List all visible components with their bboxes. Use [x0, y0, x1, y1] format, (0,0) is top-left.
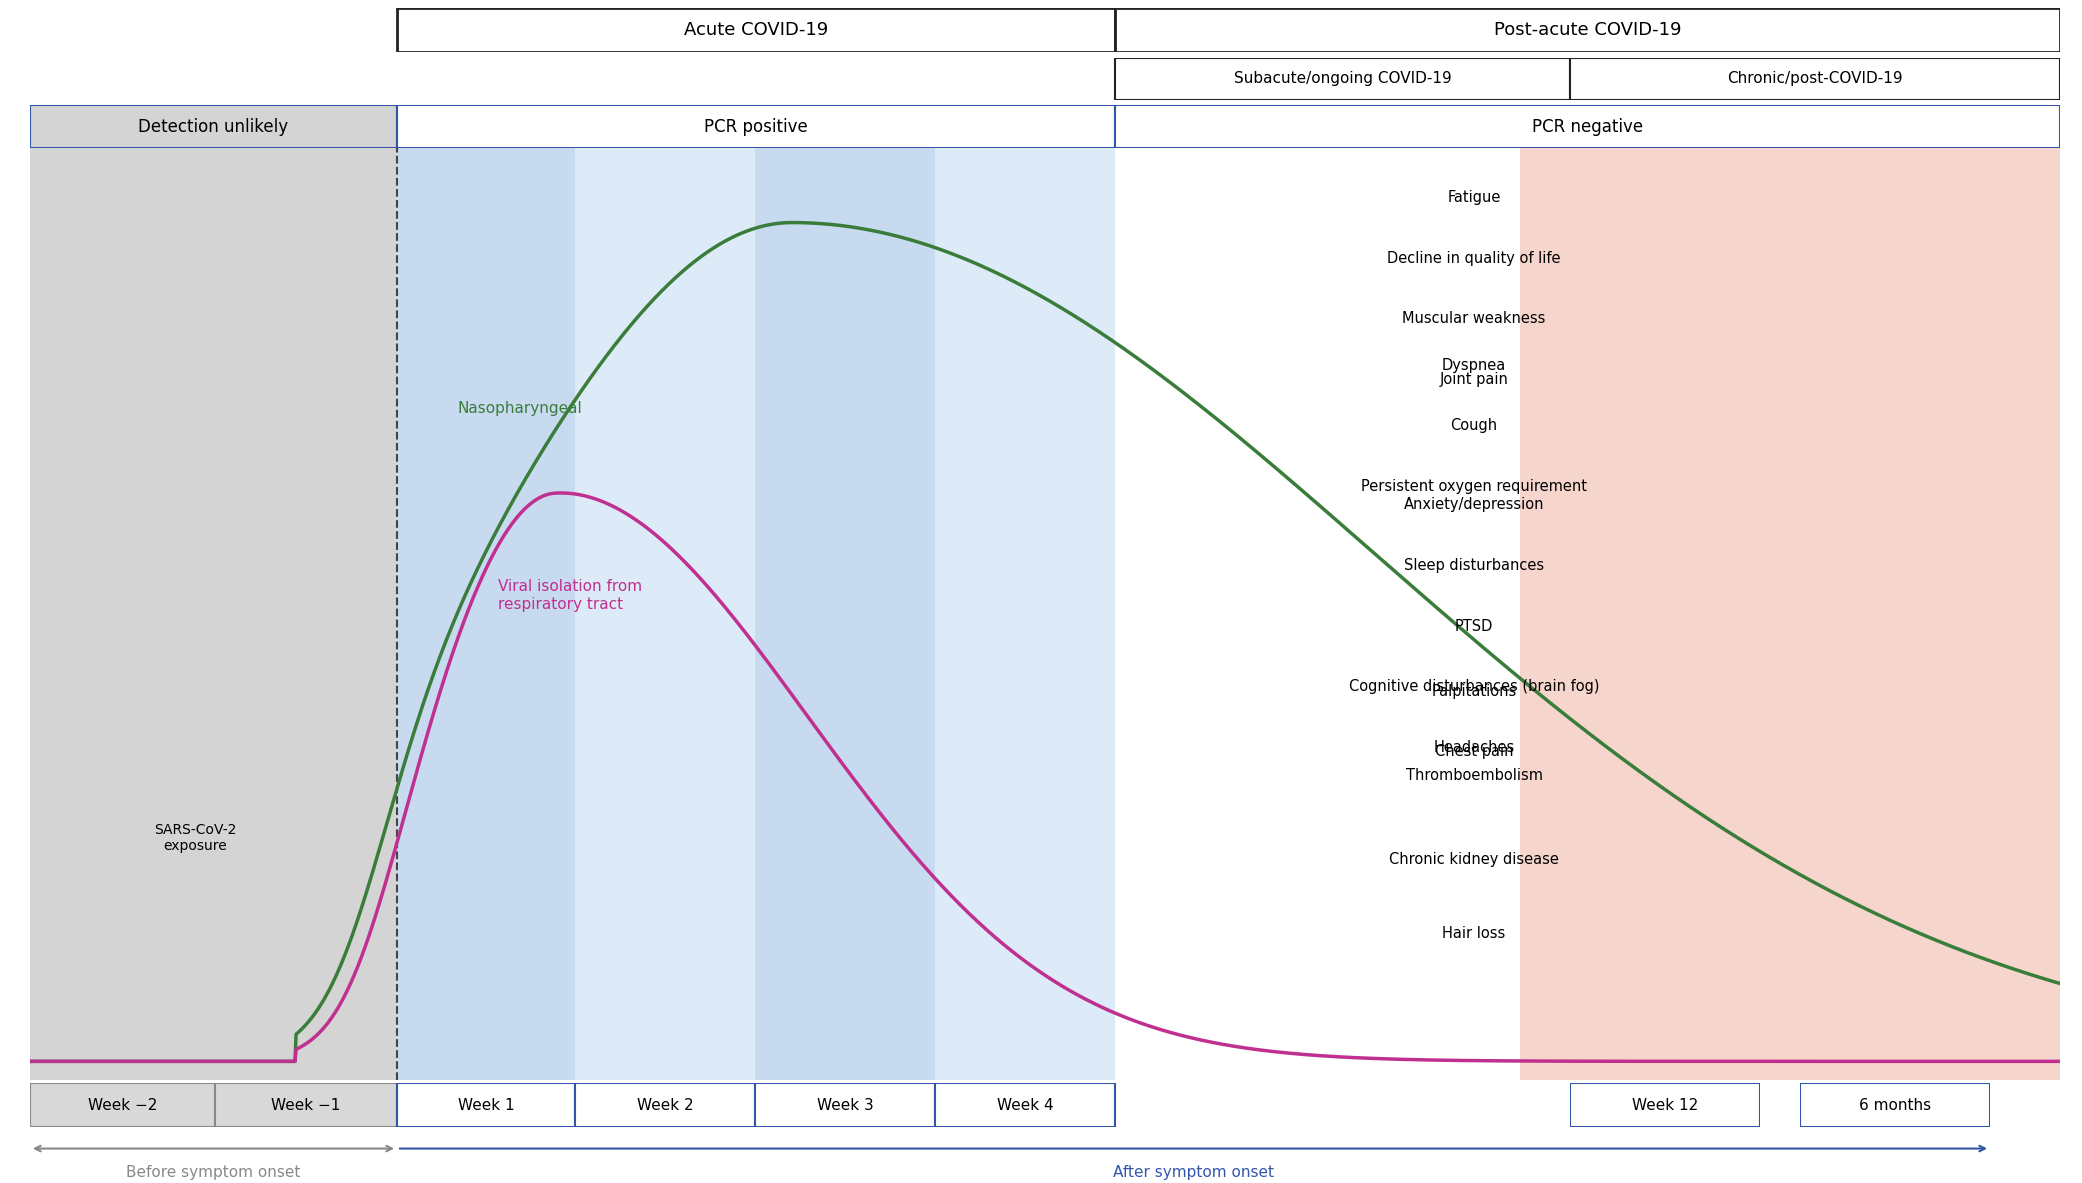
Text: Persistent oxygen requirement: Persistent oxygen requirement: [1362, 479, 1586, 493]
Text: 6 months: 6 months: [1859, 1098, 1932, 1112]
Text: Nasopharyngeal: Nasopharyngeal: [458, 401, 583, 416]
Text: Chest pain: Chest pain: [1434, 744, 1514, 759]
Text: Subacute/ongoing COVID-19: Subacute/ongoing COVID-19: [1235, 71, 1451, 86]
Bar: [214, 1082, 398, 1127]
Bar: [1116, 8, 2059, 52]
Text: Anxiety/depression: Anxiety/depression: [1403, 498, 1545, 512]
Bar: [935, 148, 1116, 1080]
Text: Week −1: Week −1: [271, 1098, 341, 1112]
Text: PTSD: PTSD: [1455, 619, 1493, 634]
Bar: [575, 148, 756, 1080]
Text: Week 3: Week 3: [816, 1098, 872, 1112]
Text: PCR negative: PCR negative: [1532, 117, 1643, 136]
Bar: [398, 1082, 575, 1127]
Text: Cognitive disturbances (brain fog): Cognitive disturbances (brain fog): [1349, 679, 1599, 694]
Bar: [398, 148, 575, 1080]
Text: Cough: Cough: [1451, 419, 1497, 433]
Text: Week 1: Week 1: [458, 1098, 514, 1112]
Text: PCR positive: PCR positive: [704, 117, 808, 136]
Text: Week 12: Week 12: [1632, 1098, 1699, 1112]
Text: SARS-CoV-2
exposure: SARS-CoV-2 exposure: [154, 822, 237, 853]
Text: Muscular weakness: Muscular weakness: [1403, 311, 1545, 327]
Text: Palpitations: Palpitations: [1432, 684, 1516, 699]
Text: After symptom onset: After symptom onset: [1114, 1165, 1274, 1181]
Text: Before symptom onset: Before symptom onset: [127, 1165, 300, 1181]
Text: Detection unlikely: Detection unlikely: [137, 117, 289, 136]
Text: Week −2: Week −2: [87, 1098, 156, 1112]
Text: Acute COVID-19: Acute COVID-19: [683, 21, 829, 39]
Bar: [1116, 58, 1570, 101]
Text: Chronic kidney disease: Chronic kidney disease: [1389, 852, 1559, 867]
Text: Sleep disturbances: Sleep disturbances: [1403, 558, 1545, 573]
Bar: [575, 1082, 756, 1127]
Text: Viral isolation from
respiratory tract: Viral isolation from respiratory tract: [498, 580, 643, 612]
Text: Post-acute COVID-19: Post-acute COVID-19: [1493, 21, 1682, 39]
Text: Thromboembolism: Thromboembolism: [1405, 768, 1543, 783]
Bar: [398, 8, 1116, 52]
Text: Headaches: Headaches: [1434, 739, 1516, 755]
Bar: [935, 1082, 1116, 1127]
Bar: [29, 105, 398, 148]
Text: Chronic/post-COVID-19: Chronic/post-COVID-19: [1728, 71, 1903, 86]
Bar: [756, 1082, 935, 1127]
Text: Week 2: Week 2: [637, 1098, 693, 1112]
Bar: [1116, 148, 1520, 1080]
Text: Fatigue: Fatigue: [1447, 190, 1501, 205]
Text: Joint pain: Joint pain: [1439, 371, 1509, 387]
Text: Dyspnea: Dyspnea: [1443, 357, 1505, 373]
Text: Hair loss: Hair loss: [1443, 926, 1505, 942]
Bar: [398, 105, 1116, 148]
Text: Week 4: Week 4: [997, 1098, 1053, 1112]
Bar: [756, 148, 935, 1080]
Bar: [29, 148, 398, 1080]
Bar: [1570, 58, 2059, 101]
Text: Decline in quality of life: Decline in quality of life: [1387, 251, 1562, 265]
Bar: [1520, 148, 2059, 1080]
Bar: [1116, 105, 2059, 148]
Bar: [29, 1082, 214, 1127]
